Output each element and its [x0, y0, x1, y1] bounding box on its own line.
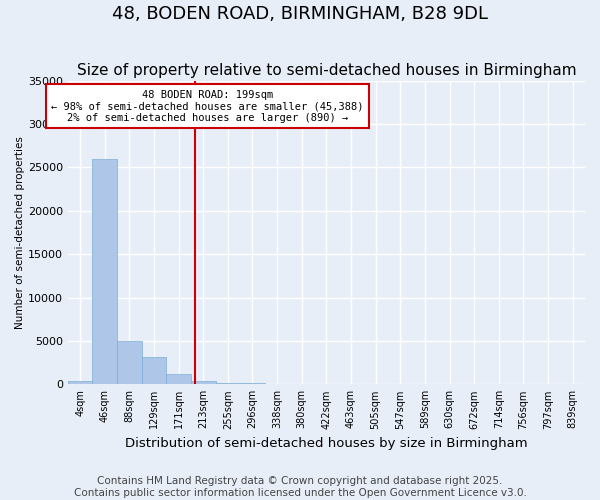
Bar — [166, 374, 191, 384]
Bar — [92, 158, 117, 384]
Text: 48 BODEN ROAD: 199sqm
← 98% of semi-detached houses are smaller (45,388)
2% of s: 48 BODEN ROAD: 199sqm ← 98% of semi-deta… — [51, 90, 364, 123]
Bar — [68, 381, 92, 384]
Bar — [142, 356, 166, 384]
Text: Contains HM Land Registry data © Crown copyright and database right 2025.
Contai: Contains HM Land Registry data © Crown c… — [74, 476, 526, 498]
Bar — [191, 381, 215, 384]
Y-axis label: Number of semi-detached properties: Number of semi-detached properties — [15, 136, 25, 329]
X-axis label: Distribution of semi-detached houses by size in Birmingham: Distribution of semi-detached houses by … — [125, 437, 527, 450]
Bar — [215, 382, 240, 384]
Title: Size of property relative to semi-detached houses in Birmingham: Size of property relative to semi-detach… — [77, 63, 576, 78]
Bar — [117, 341, 142, 384]
Text: 48, BODEN ROAD, BIRMINGHAM, B28 9DL: 48, BODEN ROAD, BIRMINGHAM, B28 9DL — [112, 5, 488, 23]
